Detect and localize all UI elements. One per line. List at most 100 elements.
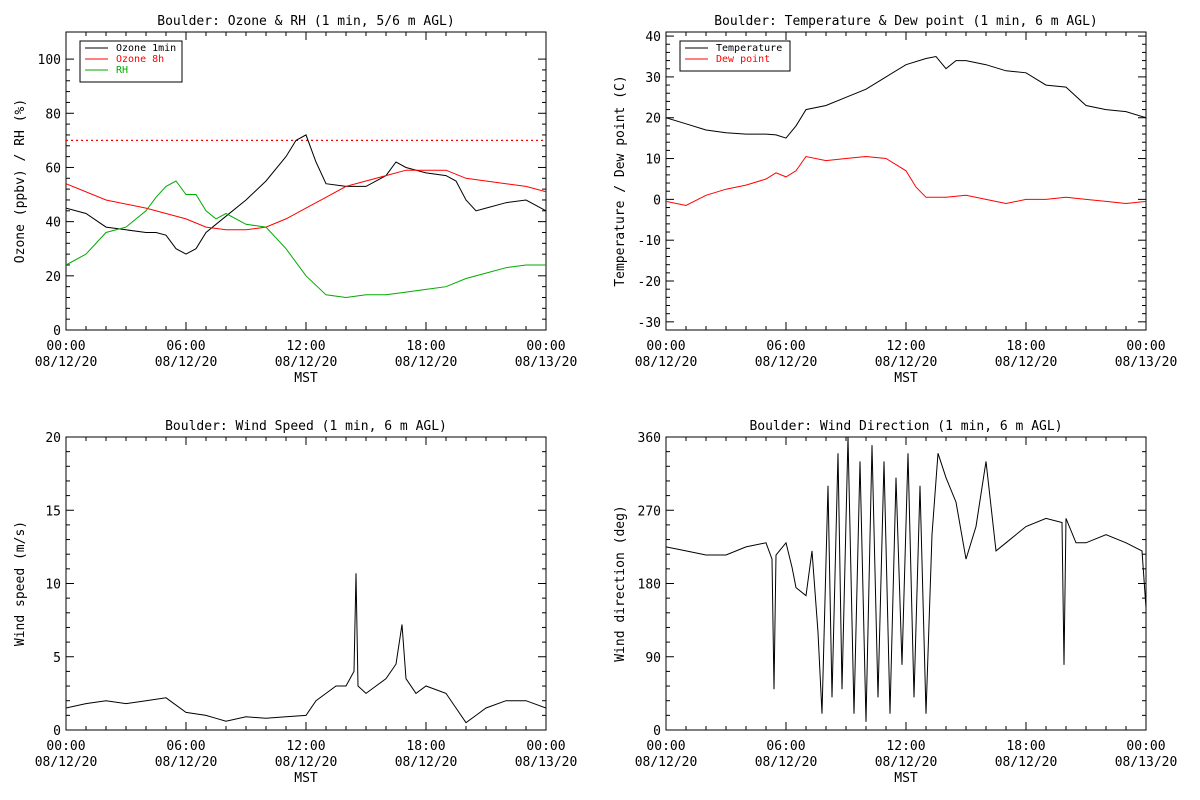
y-tick-label: 5: [53, 651, 61, 666]
legend-entry: Ozone 1min: [116, 43, 176, 54]
y-tick-label: 90: [645, 651, 661, 666]
y-tick-label: 30: [645, 71, 661, 86]
y-tick-label: 0: [53, 324, 61, 339]
y-tick-label: 80: [45, 107, 61, 122]
x-tick-date: 08/12/20: [635, 355, 698, 370]
x-tick-date: 08/12/20: [275, 755, 338, 770]
y-tick-label: 10: [45, 578, 61, 593]
y-tick-label: 0: [653, 193, 661, 208]
y-tick-label: 20: [45, 270, 61, 285]
x-tick-date: 08/12/20: [35, 755, 98, 770]
x-tick-date: 08/12/20: [395, 755, 458, 770]
chart-title: Boulder: Temperature & Dew point (1 min,…: [714, 14, 1098, 29]
x-tick-time: 12:00: [886, 339, 925, 354]
chart-title: Boulder: Wind Speed (1 min, 6 m AGL): [165, 419, 447, 434]
y-axis-label: Wind speed (m/s): [13, 521, 28, 646]
plot-frame: [65, 436, 547, 731]
x-tick-date: 08/12/20: [875, 355, 938, 370]
x-tick-date: 08/12/20: [995, 755, 1058, 770]
x-tick-date: 08/12/20: [35, 355, 98, 370]
series-line-1: [66, 573, 546, 724]
x-tick-date: 08/12/20: [275, 355, 338, 370]
x-tick-time: 18:00: [406, 339, 445, 354]
y-tick-label: 15: [45, 504, 61, 519]
chart-panel-2: Boulder: Temperature & Dew point (1 min,…: [613, 14, 1177, 386]
x-tick-time: 06:00: [166, 339, 205, 354]
chart-title: Boulder: Ozone & RH (1 min, 5/6 m AGL): [157, 14, 454, 29]
x-tick-date: 08/12/20: [395, 355, 458, 370]
legend-box: [679, 40, 791, 72]
y-axis-label: Ozone (ppbv) / RH (%): [13, 99, 28, 263]
x-tick-time: 18:00: [1006, 339, 1045, 354]
y-tick-label: 180: [638, 578, 661, 593]
y-tick-label: -10: [638, 234, 661, 249]
x-tick-date: 08/12/20: [755, 355, 818, 370]
x-tick-time: 06:00: [766, 339, 805, 354]
y-tick-label: 360: [638, 431, 661, 446]
chart-panel-1: Boulder: Ozone & RH (1 min, 5/6 m AGL) 0 2…: [13, 14, 577, 386]
x-tick-date: 08/12/20: [635, 755, 698, 770]
y-axis-label: Wind direction (deg): [613, 505, 628, 662]
x-tick-time: 00:00: [46, 339, 85, 354]
x-tick-time: 00:00: [1126, 339, 1165, 354]
x-tick-time: 00:00: [526, 339, 565, 354]
y-tick-label: 100: [38, 53, 61, 68]
x-tick-date: 08/12/20: [995, 355, 1058, 370]
x-tick-time: 00:00: [1126, 739, 1165, 754]
series-line-1: [66, 134, 546, 255]
x-axis-label: MST: [294, 371, 318, 386]
y-tick-label: 40: [645, 30, 661, 45]
series-line-1: [666, 437, 1146, 722]
x-tick-date: 08/12/20: [155, 355, 218, 370]
x-tick-time: 00:00: [46, 739, 85, 754]
legend-entry: Temperature: [716, 43, 782, 54]
x-tick-time: 00:00: [646, 739, 685, 754]
x-tick-time: 12:00: [286, 339, 325, 354]
chart-panel-3: Boulder: Wind Speed (1 min, 6 m AGL) 0 5 10…: [13, 419, 577, 786]
x-tick-date: 08/13/20: [515, 755, 578, 770]
legend-entry: RH: [116, 65, 128, 76]
series-line-2: [666, 155, 1146, 207]
x-tick-date: 08/12/20: [755, 755, 818, 770]
y-tick-label: 20: [45, 431, 61, 446]
y-tick-label: 20: [645, 112, 661, 127]
y-axis-label: Temperature / Dew point (C): [613, 75, 628, 286]
series-line-2: [66, 169, 546, 231]
plot-frame: [665, 436, 1147, 731]
x-tick-time: 18:00: [406, 739, 445, 754]
y-tick-label: 0: [653, 724, 661, 739]
x-tick-time: 00:00: [526, 739, 565, 754]
x-axis-label: MST: [294, 771, 318, 786]
x-tick-date: 08/12/20: [875, 755, 938, 770]
legend-entry: Ozone 8h: [116, 54, 164, 65]
x-tick-time: 18:00: [1006, 739, 1045, 754]
y-tick-label: -30: [638, 316, 661, 331]
legend-entry: Dew point: [716, 54, 770, 65]
y-tick-label: 10: [645, 153, 661, 168]
x-tick-time: 12:00: [286, 739, 325, 754]
y-tick-label: -20: [638, 275, 661, 290]
x-axis-label: MST: [894, 771, 918, 786]
y-tick-label: 40: [45, 216, 61, 231]
x-axis-label: MST: [894, 371, 918, 386]
x-tick-date: 08/12/20: [155, 755, 218, 770]
x-tick-date: 08/13/20: [515, 355, 578, 370]
y-tick-label: 60: [45, 161, 61, 176]
x-tick-time: 06:00: [166, 739, 205, 754]
chart-panel-4: Boulder: Wind Direction (1 min, 6 m AGL)…: [613, 419, 1177, 786]
x-tick-time: 12:00: [886, 739, 925, 754]
plot-frame: [665, 31, 1147, 331]
y-tick-label: 270: [638, 504, 661, 519]
x-tick-time: 00:00: [646, 339, 685, 354]
series-line-3: [66, 180, 546, 299]
x-tick-date: 08/13/20: [1115, 355, 1178, 370]
y-tick-label: 0: [53, 724, 61, 739]
x-tick-time: 06:00: [766, 739, 805, 754]
x-tick-date: 08/13/20: [1115, 755, 1178, 770]
chart-title: Boulder: Wind Direction (1 min, 6 m AGL): [749, 419, 1062, 434]
series-line-1: [666, 55, 1146, 139]
